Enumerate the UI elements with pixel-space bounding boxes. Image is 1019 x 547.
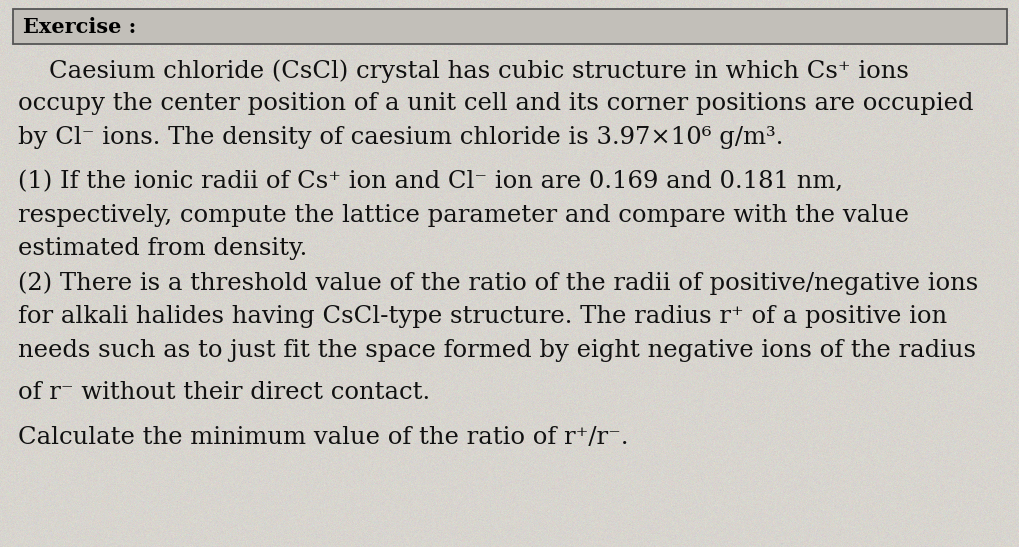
Text: needs such as to just fit the space formed by eight negative ions of the radius: needs such as to just fit the space form…	[18, 339, 975, 362]
Text: for alkali halides having CsCl-type structure. The radius r⁺ of a positive ion: for alkali halides having CsCl-type stru…	[18, 305, 947, 328]
Text: (1) If the ionic radii of Cs⁺ ion and Cl⁻ ion are 0.169 and 0.181 nm,: (1) If the ionic radii of Cs⁺ ion and Cl…	[18, 170, 843, 193]
Text: of r⁻ without their direct contact.: of r⁻ without their direct contact.	[18, 381, 430, 404]
Text: (2) There is a threshold value of the ratio of the radii of positive/negative io: (2) There is a threshold value of the ra…	[18, 271, 977, 295]
Text: by Cl⁻ ions. The density of caesium chloride is 3.97×10⁶ g/m³.: by Cl⁻ ions. The density of caesium chlo…	[18, 126, 783, 149]
Text: Exercise :: Exercise :	[23, 16, 137, 37]
Text: Caesium chloride (CsCl) crystal has cubic structure in which Cs⁺ ions: Caesium chloride (CsCl) crystal has cubi…	[18, 59, 908, 83]
Text: occupy the center position of a unit cell and its corner positions are occupied: occupy the center position of a unit cel…	[18, 92, 973, 115]
FancyBboxPatch shape	[13, 9, 1006, 44]
Text: respectively, compute the lattice parameter and compare with the value: respectively, compute the lattice parame…	[18, 204, 909, 227]
Text: estimated from density.: estimated from density.	[18, 237, 308, 260]
Text: Calculate the minimum value of the ratio of r⁺/r⁻.: Calculate the minimum value of the ratio…	[18, 426, 629, 449]
